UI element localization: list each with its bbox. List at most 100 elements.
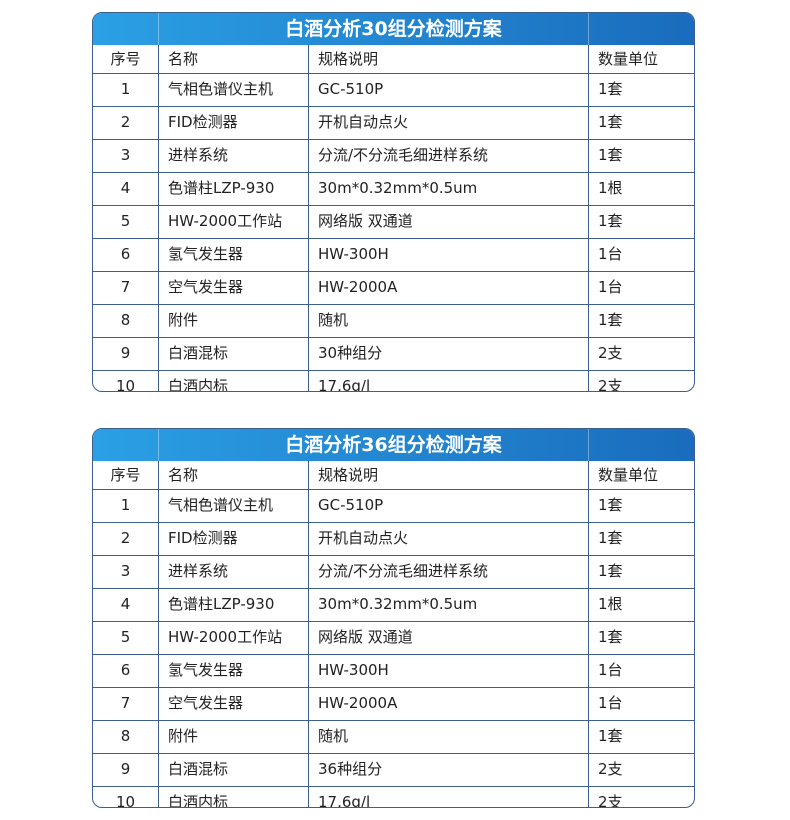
table-cell: HW-2000工作站 <box>158 206 308 238</box>
table-cell: 开机自动点火 <box>308 523 588 555</box>
table-cell: FID检测器 <box>158 523 308 555</box>
table-cell: 9 <box>120 760 131 778</box>
table-cell: 白酒混标 <box>158 338 308 370</box>
table-cell: 1台 <box>588 239 694 271</box>
table-cell: 1台 <box>588 688 694 720</box>
column-header: 名称 <box>158 461 308 489</box>
table-cell: 30m*0.32mm*0.5um <box>308 173 588 205</box>
table-cell: 开机自动点火 <box>308 107 588 139</box>
table-cell: HW-2000A <box>308 272 588 304</box>
table-cell: 9 <box>120 344 131 362</box>
table-cell: 2 <box>120 529 131 547</box>
plan-table: 白酒分析36组分检测方案 序号 名称 规格说明 数量单位 1 气相色谱仪主机 GC-510P… <box>92 428 695 808</box>
table-cell: 氢气发生器 <box>158 655 308 687</box>
table-cell: HW-2000A <box>308 688 588 720</box>
table-cell: 6 <box>120 661 131 679</box>
table-row: 8 附件 随机 1套 <box>93 304 694 337</box>
column-header: 规格说明 <box>308 461 588 489</box>
table-row: 6 氢气发生器 HW-300H 1台 <box>93 238 694 271</box>
table-cell: 进样系统 <box>158 556 308 588</box>
table-cell: 1套 <box>588 721 694 753</box>
table-row: 9 白酒混标 36种组分 2支 <box>93 753 694 786</box>
table-cell: FID检测器 <box>158 107 308 139</box>
table-cell: 色谱柱LZP-930 <box>158 173 308 205</box>
table-cell: 30种组分 <box>308 338 588 370</box>
column-header: 名称 <box>158 45 308 73</box>
table-row: 4 色谱柱LZP-930 30m*0.32mm*0.5um 1根 <box>93 588 694 621</box>
table-row: 5 HW-2000工作站 网络版 双通道 1套 <box>93 205 694 238</box>
table-row: 1 气相色谱仪主机 GC-510P 1套 <box>93 489 694 522</box>
table-cell: 白酒内标 <box>158 371 308 391</box>
table-cell: 3 <box>120 146 131 164</box>
table-cell: 1根 <box>588 173 694 205</box>
table-row: 7 空气发生器 HW-2000A 1台 <box>93 687 694 720</box>
table-row: 2 FID检测器 开机自动点火 1套 <box>93 522 694 555</box>
table-title: 白酒分析36组分检测方案 <box>93 429 694 461</box>
table-cell: 1套 <box>588 107 694 139</box>
table-cell: 分流/不分流毛细进样系统 <box>308 140 588 172</box>
table-cell: 2支 <box>588 787 694 807</box>
table-cell: 气相色谱仪主机 <box>158 74 308 106</box>
table-cell: 4 <box>120 595 131 613</box>
table-cell: 1套 <box>588 622 694 654</box>
table-cell: 随机 <box>308 721 588 753</box>
table-cell: 4 <box>120 179 131 197</box>
table-cell: 7 <box>120 694 131 712</box>
table-cell: 氢气发生器 <box>158 239 308 271</box>
table-cell: 8 <box>120 727 131 745</box>
table-row: 6 氢气发生器 HW-300H 1台 <box>93 654 694 687</box>
table-row: 3 进样系统 分流/不分流毛细进样系统 1套 <box>93 555 694 588</box>
table-row: 4 色谱柱LZP-930 30m*0.32mm*0.5um 1根 <box>93 172 694 205</box>
table-cell: 网络版 双通道 <box>308 206 588 238</box>
table-cell: 8 <box>120 311 131 329</box>
table-cell: 分流/不分流毛细进样系统 <box>308 556 588 588</box>
table-cell: 1套 <box>588 523 694 555</box>
column-header: 规格说明 <box>308 45 588 73</box>
table-cell: 2 <box>120 113 131 131</box>
table-cell: 1套 <box>588 490 694 522</box>
table-title: 白酒分析30组分检测方案 <box>93 13 694 45</box>
table-cell: 1套 <box>588 206 694 238</box>
table-row: 2 FID检测器 开机自动点火 1套 <box>93 106 694 139</box>
table-cell: 7 <box>120 278 131 296</box>
table-cell: 10 <box>115 377 136 392</box>
table-cell: 3 <box>120 562 131 580</box>
table-cell: 1 <box>120 80 131 98</box>
table-cell: 2支 <box>588 754 694 786</box>
table-cell: 空气发生器 <box>158 688 308 720</box>
table-cell: 附件 <box>158 305 308 337</box>
table-cell: 1台 <box>588 655 694 687</box>
table-cell: 白酒内标 <box>158 787 308 807</box>
table-row: 1 气相色谱仪主机 GC-510P 1套 <box>93 73 694 106</box>
table-cell: GC-510P <box>308 74 588 106</box>
table-cell: 2支 <box>588 371 694 391</box>
table-cell: 随机 <box>308 305 588 337</box>
table-cell: 10 <box>115 793 136 808</box>
table-row: 10 白酒内标 17.6g/l 2支 <box>93 370 694 392</box>
table-row: 10 白酒内标 17.6g/l 2支 <box>93 786 694 808</box>
plan-table: 白酒分析30组分检测方案 序号 名称 规格说明 数量单位 1 气相色谱仪主机 GC-510P… <box>92 12 695 392</box>
column-header: 数量单位 <box>588 461 694 489</box>
table-cell: 36种组分 <box>308 754 588 786</box>
table-cell: 附件 <box>158 721 308 753</box>
table-title-text: 白酒分析30组分检测方案 <box>285 18 502 40</box>
table-cell: 17.6g/l <box>308 371 588 391</box>
table-cell: 5 <box>120 628 131 646</box>
table-row: 7 空气发生器 HW-2000A 1台 <box>93 271 694 304</box>
table-cell: 17.6g/l <box>308 787 588 807</box>
table-cell: 色谱柱LZP-930 <box>158 589 308 621</box>
table-title-text: 白酒分析36组分检测方案 <box>285 434 502 456</box>
table-cell: 1台 <box>588 272 694 304</box>
table-cell: 进样系统 <box>158 140 308 172</box>
table-cell: GC-510P <box>308 490 588 522</box>
table-row: 5 HW-2000工作站 网络版 双通道 1套 <box>93 621 694 654</box>
table-cell: HW-300H <box>308 655 588 687</box>
column-header: 序号 <box>110 50 141 68</box>
table-row: 3 进样系统 分流/不分流毛细进样系统 1套 <box>93 139 694 172</box>
table-cell: 2支 <box>588 338 694 370</box>
table-cell: 1套 <box>588 556 694 588</box>
header-row: 序号 名称 规格说明 数量单位 <box>93 461 694 489</box>
column-header: 序号 <box>110 466 141 484</box>
table-cell: 网络版 双通道 <box>308 622 588 654</box>
table-cell: 6 <box>120 245 131 263</box>
